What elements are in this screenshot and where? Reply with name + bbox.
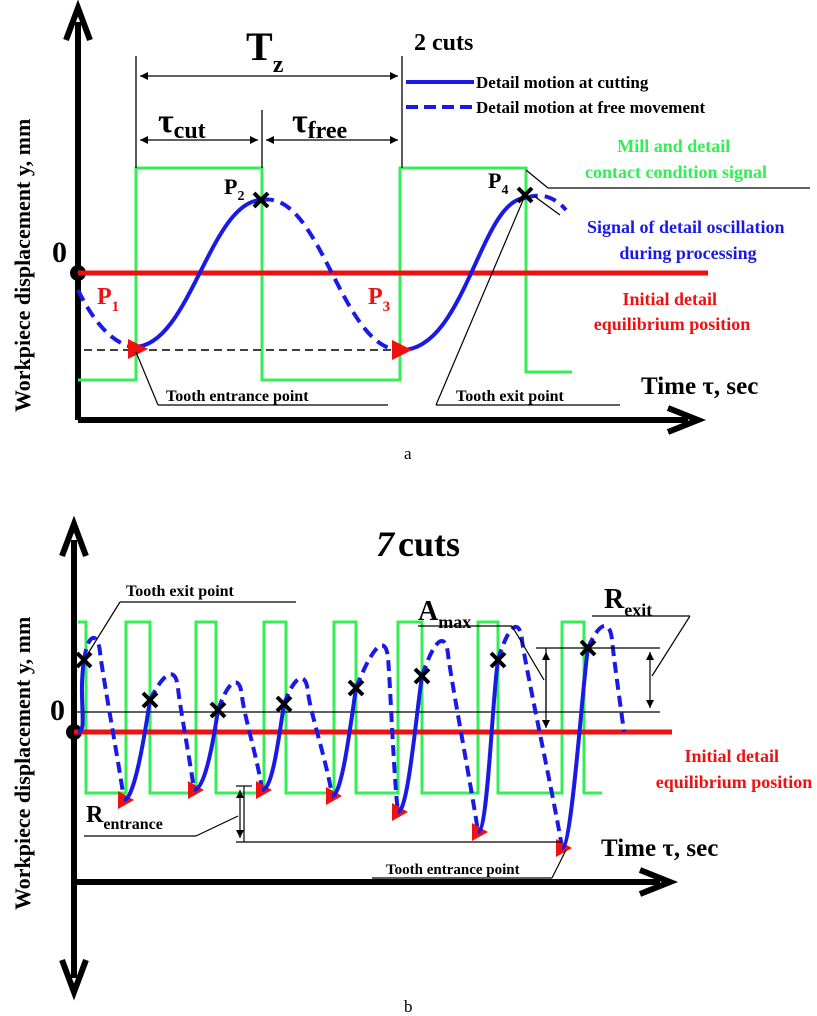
legend-cutting-label: Detail motion at cutting [476,73,649,92]
free-motion-curve-b4 [282,676,334,797]
zero-label-b: 0 [50,694,65,727]
r-entrance-label: Rentrance [86,802,163,833]
exit-leader-a1 [435,197,525,406]
axes-a [63,0,707,435]
period-label-tz: Tz [246,24,284,78]
tooth-exit-label-b: Tooth exit point [126,583,235,600]
point-label-p4: P4 [488,168,508,198]
title-a: 2 cuts [414,30,473,56]
oscillation-leader [533,195,561,216]
caption-a: a [404,444,412,463]
contact-signal-b [78,620,602,795]
free-motion-curve-b3 [216,680,264,791]
tooth-exit-label-a: Tooth exit point [456,388,565,405]
free-motion-curve-b7 [496,624,564,849]
x-axis-label-a: Time τ, sec [641,373,758,400]
r-exit-label: Rexit [604,584,652,620]
cutting-motion-curve-b3 [193,709,220,792]
exit-marker-p4 [516,186,534,204]
free-motion-curve-a2 [261,197,399,352]
cutting-motion-curve-a2 [397,196,527,353]
tooth-entrance-label-a: Tooth entrance point [166,388,309,405]
r-entrance-leader-2 [195,815,239,837]
cutting-motion-curve-b7 [476,659,500,834]
a-max-label: Amax [418,596,471,632]
axes-b [59,515,679,1001]
entrance-marker-p3 [392,340,412,360]
exit-marker-b7 [489,651,507,669]
cutting-motion-curve-b8 [560,647,590,850]
contact-signal-leader [525,169,549,189]
legend-free-label: Detail motion at free movement [476,98,705,117]
r-exit-leader-2 [651,615,691,677]
entrance-marker-p1 [128,339,148,359]
free-motion-curve-b1 [82,636,126,801]
panel-a: Workpiece displacement y, mm Time τ, sec… [10,0,810,463]
tooth-entrance-label-b: Tooth entrance point [386,862,520,878]
tau-free-label: τfree [292,103,348,144]
panel-b: Workpiece displacement y, mm Time τ, sec… [10,515,813,1016]
tooth-entrance-leader-b-2 [551,849,567,879]
contact-signal-label: Mill and detail contact condition signal [585,136,767,182]
point-label-p2: P2 [224,174,244,204]
legend-a: Detail motion at cutting Detail motion a… [406,73,705,117]
x-axis-label-b: Time τ, sec [601,835,718,862]
zero-label-a: 0 [52,236,67,269]
point-label-p3: P3 [368,284,390,315]
y-axis-label-a: Workpiece displacement y, mm [10,119,35,412]
free-motion-curve-b8 [586,624,626,733]
a-max-leader-2 [511,625,545,681]
tau-cut-label: τcut [158,103,206,144]
y-axis-label-b: Workpiece displacement y, mm [10,617,35,910]
tooth-exit-leader-b-2 [83,601,121,661]
cutting-motion-curve-b4 [261,703,286,792]
cutting-motion-curve-b5 [330,687,358,798]
exit-marker-b5 [347,679,365,697]
title-b: 7 cuts [376,524,460,564]
free-motion-curve-b5 [354,643,400,813]
entrance-leader-a1 [135,351,159,406]
oscillation-curves-b [75,624,626,857]
free-motion-curve-b6 [420,639,480,833]
cutting-motion-curve-b1 [77,659,86,734]
free-motion-curve-b2 [148,672,196,791]
equilibrium-label-b: Initial detail equilibrium position [656,746,813,792]
equilibrium-label-a: Initial detail equilibrium position [594,289,751,334]
exit-marker-b3 [209,701,227,719]
exit-marker-b2 [141,691,159,709]
point-label-p1: P1 [97,284,119,315]
free-motion-curve-a3 [525,193,568,212]
dimension-lines-b [236,647,660,843]
exit-marker-b6 [413,667,431,685]
cutting-motion-curve-b6 [396,675,424,814]
caption-b: b [404,997,413,1016]
oscillation-label: Signal of detail oscillation during proc… [587,217,789,263]
cutting-motion-curve-a1 [133,198,263,349]
cutting-motion-curve-b2 [123,699,152,802]
exit-marker-b4 [275,695,293,713]
dimension-lines-a [135,56,403,168]
exit-marker-p2 [252,191,270,209]
